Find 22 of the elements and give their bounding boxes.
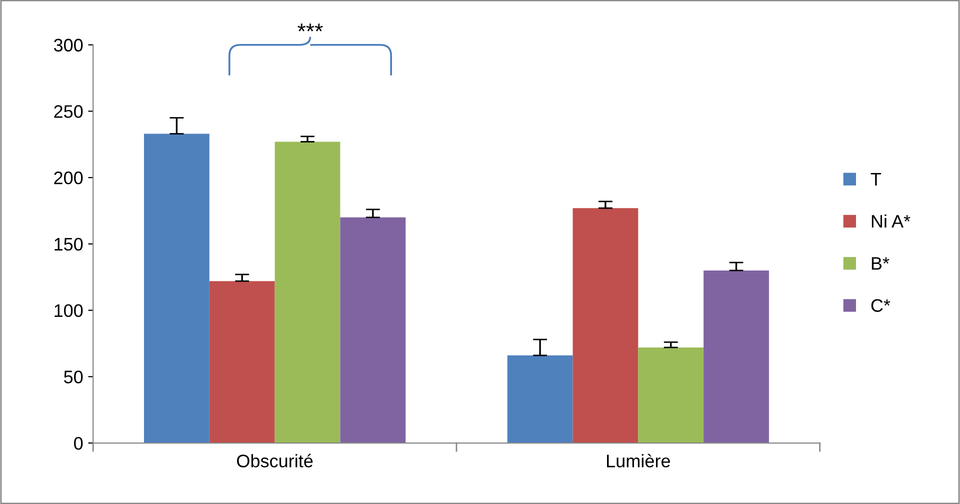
- x-tick-label: Lumière: [607, 454, 670, 468]
- bar: [507, 355, 573, 444]
- bar: [638, 347, 704, 444]
- y-tick-label: 200: [54, 172, 83, 184]
- bar: [274, 142, 340, 444]
- y-tick-label: 300: [54, 38, 83, 52]
- bar: [572, 208, 638, 444]
- bar: [340, 217, 406, 444]
- bar: [704, 270, 769, 444]
- legend-label: B*: [872, 257, 890, 270]
- y-tick-label: 100: [54, 304, 83, 318]
- text: ***: [298, 24, 323, 32]
- bar: [209, 281, 275, 444]
- legend-label: T: [870, 173, 882, 186]
- x-tick-label: Obscurité: [237, 454, 313, 468]
- y-tick-label: 250: [54, 105, 83, 118]
- legend-label: Ni A*: [872, 214, 910, 228]
- y-tick-label: 0: [74, 436, 83, 450]
- y-tick-label: 50: [64, 370, 83, 384]
- y-tick-label: 150: [54, 238, 83, 251]
- bar: [144, 134, 210, 444]
- legend-label: C*: [871, 299, 890, 312]
